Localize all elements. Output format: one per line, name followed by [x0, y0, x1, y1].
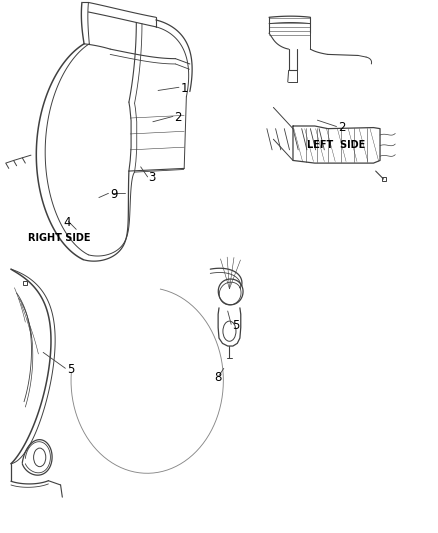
Text: 8: 8 — [215, 372, 222, 384]
Text: 3: 3 — [148, 172, 156, 184]
Text: 9: 9 — [110, 188, 117, 201]
Text: RIGHT SIDE: RIGHT SIDE — [28, 233, 90, 244]
Text: LEFT  SIDE: LEFT SIDE — [307, 140, 365, 150]
Text: 5: 5 — [67, 363, 74, 376]
Text: 2: 2 — [174, 111, 182, 124]
Text: 5: 5 — [232, 319, 240, 333]
Text: 4: 4 — [64, 216, 71, 229]
Text: 2: 2 — [338, 121, 345, 134]
Text: 1: 1 — [181, 82, 188, 95]
